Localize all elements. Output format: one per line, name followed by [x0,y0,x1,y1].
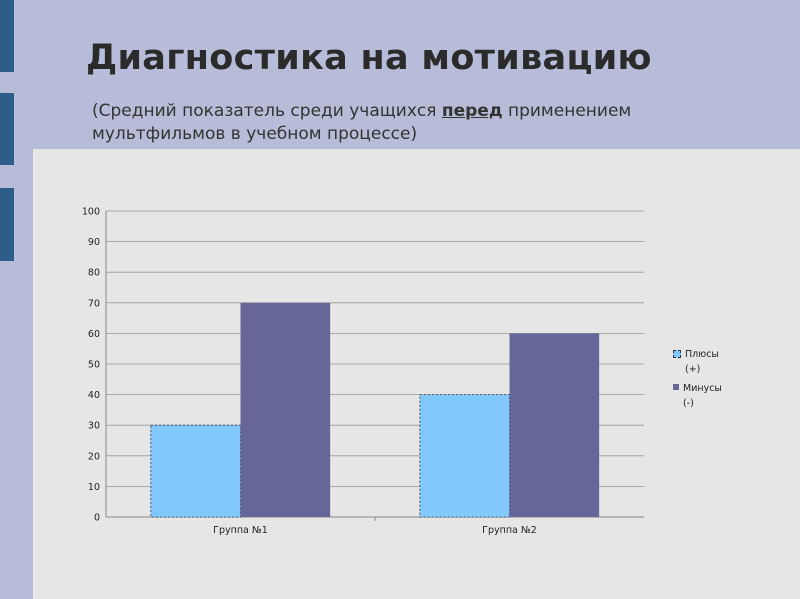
y-tick-label: 10 [88,482,100,493]
legend-label-minus: Минусы (-) [683,383,722,409]
legend-item-minus: Минусы (-) [673,381,737,411]
y-tick-label: 0 [94,513,100,524]
y-tick-label: 20 [88,451,100,462]
y-tick-label: 80 [88,268,100,279]
y-tick-label: 100 [82,207,100,218]
x-tick-label: Группа №1 [213,525,268,536]
y-tick-label: 50 [88,360,100,371]
bar-minus [240,302,331,517]
legend-label-plus: Плюсы (+) [685,349,719,375]
decor-bar-3 [0,188,14,261]
legend-item-plus: Плюсы (+) [673,347,737,377]
bar-plus [419,394,510,518]
slide-subtitle: (Средний показатель среди учащихся перед… [92,100,652,146]
legend-swatch-plus [673,350,681,358]
y-tick-label: 30 [88,421,100,432]
chart-legend: Плюсы (+) Минусы (-) [673,347,737,415]
y-tick-label: 60 [88,329,100,340]
legend-swatch-minus [673,384,679,390]
bar-plus [150,424,241,518]
subtitle-text-after: применением мультфильмов в учебном проце… [92,101,632,144]
bar-chart: 0 10 20 30 40 50 60 70 80 90 100 Группа №1 Группа №2 [82,207,644,536]
y-tick-label: 40 [88,390,100,401]
x-tick-label: Группа №2 [482,525,537,536]
slide-title: Диагностика на мотивацию [86,38,652,78]
subtitle-text-before: (Средний показатель среди учащихся [92,101,442,121]
y-tick-label: 90 [88,237,100,248]
y-tick-label: 70 [88,298,100,309]
decor-bar-1 [0,0,14,72]
chart-panel: 0 10 20 30 40 50 60 70 80 90 100 Группа №1 Группа №2… [33,149,800,599]
bar-minus [509,333,600,517]
subtitle-emphasis: перед [441,101,503,121]
decor-bar-2 [0,93,14,165]
